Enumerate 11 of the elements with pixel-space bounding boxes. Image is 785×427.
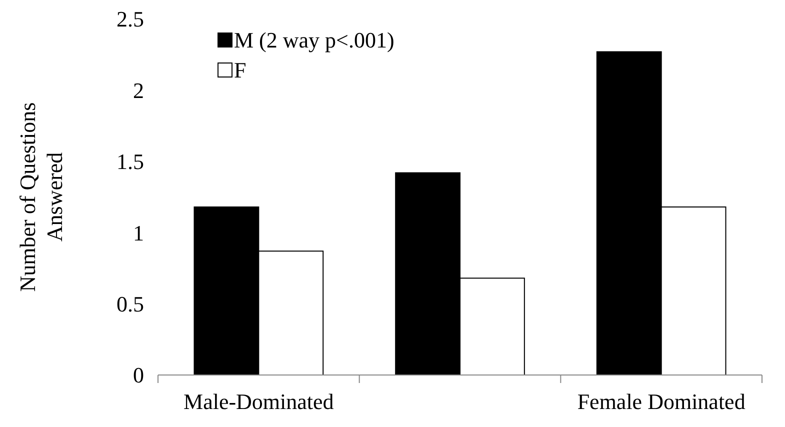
y-tick-label: 0.5 [116, 292, 144, 316]
y-tick-label: 2 [133, 78, 144, 103]
y-tick-label: 2.5 [116, 6, 144, 32]
y-tick-label: 1.5 [116, 149, 144, 174]
y-tick-label: 0 [133, 362, 144, 388]
legend-label: F [234, 58, 246, 83]
x-tick-label: Male-Dominated [184, 389, 334, 414]
y-tick-label: 1 [133, 220, 144, 246]
y-axis-title: Number of Questions Answered [15, 102, 67, 292]
legend-label: M (2 way p<.001) [234, 28, 394, 53]
x-tick-label: Female Dominated [577, 389, 746, 414]
